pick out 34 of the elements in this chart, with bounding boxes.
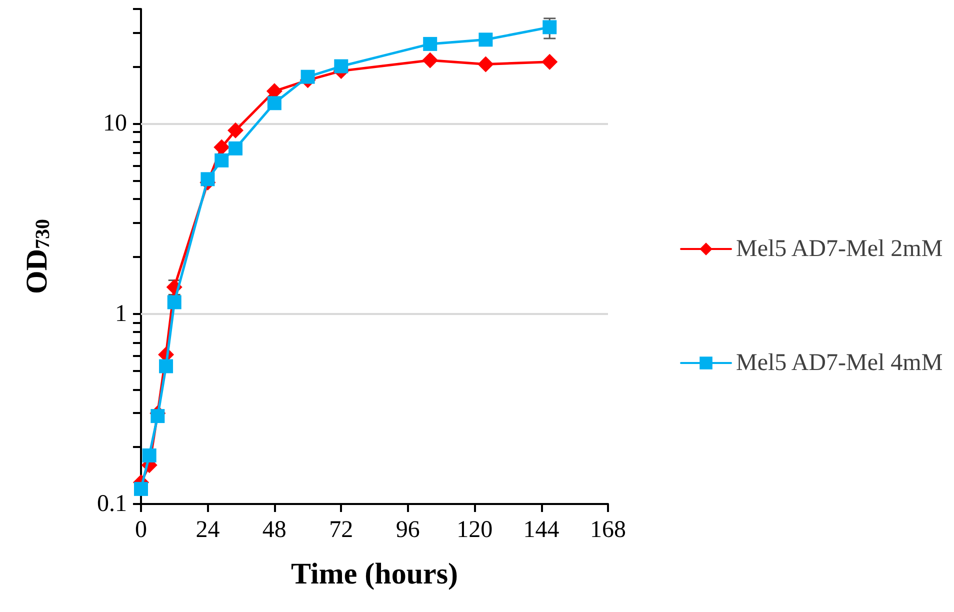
x-tick-label: 120: [456, 517, 493, 543]
x-tick-label: 24: [196, 517, 220, 543]
point: [150, 409, 165, 424]
point: [300, 70, 315, 84]
y-tick-label: 1: [115, 300, 127, 327]
y-tick-label: 0.1: [97, 491, 127, 517]
x-tick-label: 72: [329, 517, 354, 543]
x-axis-title: Time (hours): [291, 558, 458, 590]
point: [228, 122, 244, 138]
x-tick-label: 144: [523, 517, 560, 543]
x-tick-label: 0: [135, 517, 147, 543]
point: [423, 36, 438, 51]
point: [478, 56, 494, 72]
point: [478, 32, 493, 47]
legend-label: Mel5 AD7-Mel 4mM: [736, 350, 943, 376]
legend-label: Mel5 AD7-Mel 2mM: [736, 236, 943, 262]
point: [542, 54, 558, 70]
x-tick-label: 168: [590, 517, 626, 543]
point: [167, 295, 182, 310]
point: [422, 52, 438, 68]
point: [159, 359, 174, 374]
point: [200, 172, 215, 186]
point: [228, 141, 243, 156]
y-tick-label: 10: [103, 110, 127, 137]
point: [134, 482, 148, 496]
point: [542, 20, 557, 34]
point: [334, 59, 348, 74]
x-tick-label: 48: [262, 517, 286, 543]
x-tick-label: 96: [396, 517, 420, 543]
point: [214, 139, 230, 156]
y-axis-title: OD730: [20, 219, 54, 294]
point: [142, 448, 156, 462]
point: [214, 153, 229, 168]
point: [267, 96, 282, 110]
